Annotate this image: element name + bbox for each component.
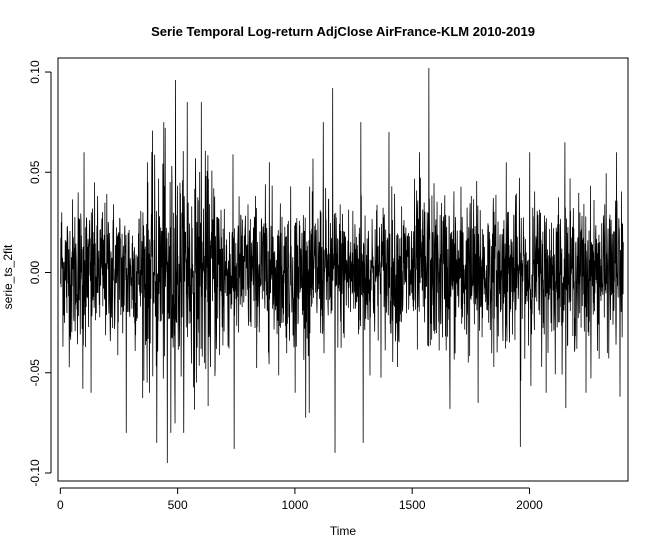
y-tick-label: 0.05 (28, 160, 42, 184)
x-axis: 0 500 1000 1500 2000 (57, 487, 543, 512)
x-axis-label: Time (330, 524, 357, 538)
plot-frame (57, 57, 629, 482)
y-tick-label: -0.10 (28, 459, 42, 487)
series-line (60, 68, 624, 463)
y-tick-label: 0.10 (28, 60, 42, 84)
x-tick-label: 0 (57, 498, 64, 512)
y-axis: -0.10 -0.05 0.00 0.05 0.10 (28, 60, 52, 487)
chart-title: Serie Temporal Log-return AdjClose AirFr… (151, 24, 535, 39)
y-axis-label: serie_ts_2fit (1, 244, 15, 309)
x-tick-label: 2000 (516, 498, 543, 512)
series-line-group (60, 68, 624, 463)
x-tick-label: 1500 (399, 498, 426, 512)
y-tick-label: 0.00 (28, 261, 42, 285)
x-tick-label: 1000 (282, 498, 309, 512)
y-tick-label: -0.05 (28, 359, 42, 387)
x-tick-label: 500 (168, 498, 188, 512)
